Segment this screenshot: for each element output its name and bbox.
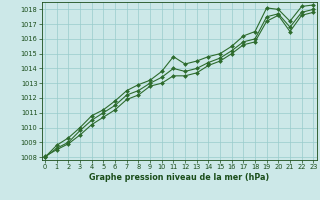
X-axis label: Graphe pression niveau de la mer (hPa): Graphe pression niveau de la mer (hPa): [89, 173, 269, 182]
